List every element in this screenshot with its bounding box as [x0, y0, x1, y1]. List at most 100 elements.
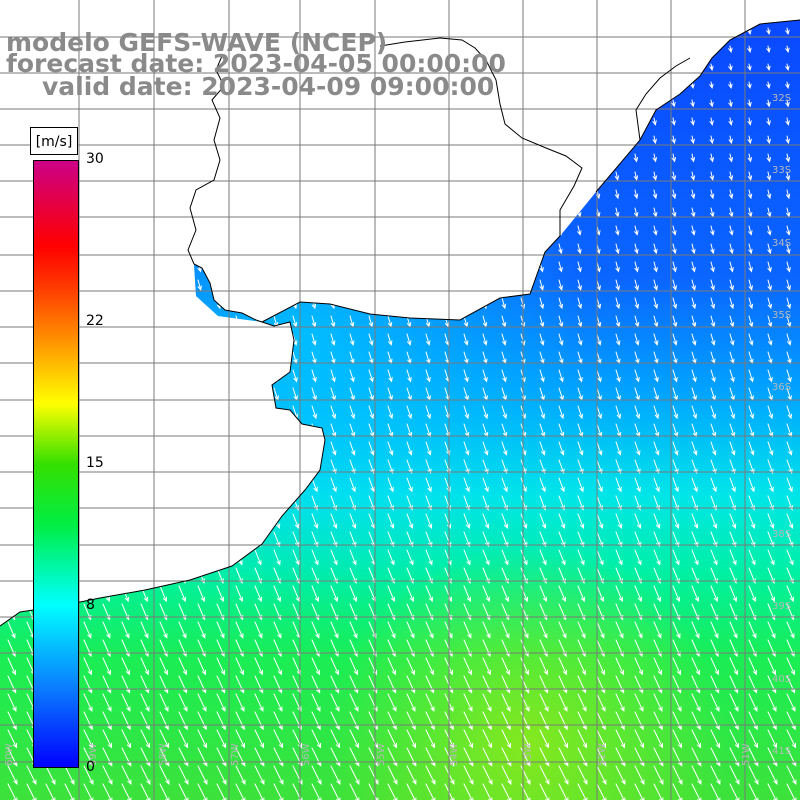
- wind-arrow: [596, 765, 607, 785]
- wind-arrow: [634, 207, 639, 218]
- wind-arrow: [216, 765, 227, 785]
- wind-arrow: [691, 243, 696, 255]
- colorbar-unit: [m/s]: [30, 127, 78, 155]
- wind-arrow: [45, 783, 56, 800]
- longitude-label: 59W: [88, 743, 99, 766]
- wind-arrow: [83, 765, 94, 785]
- wind-arrow: [368, 441, 375, 456]
- wind-arrow: [83, 675, 93, 694]
- wind-arrow: [197, 783, 208, 800]
- wind-arrow: [690, 99, 695, 108]
- wind-arrow: [558, 783, 569, 800]
- wind-arrow: [615, 243, 620, 255]
- wind-arrow: [710, 585, 718, 603]
- wind-arrow: [634, 333, 640, 346]
- wind-arrow: [178, 747, 189, 767]
- wind-arrow: [634, 729, 644, 749]
- wind-arrow: [577, 297, 582, 310]
- wind-arrow: [349, 747, 360, 767]
- wind-arrow: [729, 459, 736, 475]
- wind-arrow: [786, 441, 793, 456]
- wind-arrow: [577, 675, 587, 694]
- wind-arrow: [691, 783, 702, 800]
- wind-arrow: [178, 693, 188, 712]
- wind-arrow: [121, 675, 131, 694]
- wind-arrow: [709, 99, 714, 108]
- wind-arrow: [425, 657, 434, 676]
- wind-arrow: [216, 621, 225, 639]
- wind-arrow: [652, 135, 657, 145]
- wind-arrow: [311, 333, 317, 346]
- wind-arrow: [520, 693, 530, 712]
- wind-arrow: [425, 333, 431, 346]
- wind-arrow: [728, 81, 733, 90]
- wind-arrow: [672, 279, 677, 291]
- wind-arrow: [748, 621, 757, 639]
- wind-arrow: [387, 711, 397, 731]
- wind-arrow: [672, 369, 678, 383]
- wind-arrow: [159, 729, 169, 749]
- wind-arrow: [615, 585, 623, 603]
- wind-arrow: [292, 585, 300, 603]
- wind-arrow: [577, 513, 585, 529]
- wind-arrow: [311, 783, 322, 800]
- wind-arrow: [387, 765, 398, 785]
- wind-arrow: [7, 657, 16, 676]
- wind-arrow: [330, 729, 340, 749]
- wind-arrow: [539, 675, 549, 694]
- wind-arrow: [767, 675, 777, 694]
- wind-arrow: [349, 315, 355, 328]
- wind-arrow: [748, 729, 758, 749]
- wind-arrow: [766, 27, 771, 36]
- wind-arrow: [102, 675, 112, 694]
- wind-arrow: [728, 45, 733, 54]
- latitude-label: 40S: [772, 674, 791, 685]
- wind-arrow: [634, 279, 639, 291]
- wind-arrow: [710, 729, 720, 749]
- wind-arrow: [444, 621, 453, 639]
- wind-arrow: [501, 441, 508, 456]
- wind-arrow: [729, 261, 734, 273]
- forecast-date: forecast date: 2023-04-05 00:00:00: [6, 49, 506, 78]
- wind-arrow: [672, 261, 677, 273]
- wind-arrow: [349, 675, 359, 694]
- wind-arrow: [634, 243, 639, 255]
- wind-arrow: [672, 693, 682, 712]
- wind-arrow: [368, 405, 374, 420]
- wind-arrow: [767, 369, 773, 383]
- wind-arrow: [786, 783, 797, 800]
- wind-arrow: [501, 315, 507, 328]
- wind-arrow: [235, 585, 243, 603]
- wind-arrow: [273, 531, 281, 548]
- wind-arrow: [121, 765, 132, 785]
- longitude-label: 52W: [597, 743, 608, 766]
- wind-arrow: [482, 333, 488, 346]
- wind-arrow: [634, 765, 645, 785]
- wind-arrow: [615, 459, 622, 475]
- wind-arrow: [387, 729, 397, 749]
- wind-arrow: [387, 441, 394, 456]
- wind-arrow: [482, 315, 488, 328]
- wind-arrow: [748, 279, 753, 291]
- wind-arrow: [728, 153, 733, 163]
- wind-arrow: [159, 675, 169, 694]
- wind-arrow: [387, 657, 396, 676]
- wind-arrow: [653, 765, 664, 785]
- wind-arrow: [26, 765, 37, 785]
- wind-arrow: [728, 63, 733, 72]
- wind-arrow: [501, 477, 508, 493]
- wind-arrow: [729, 477, 736, 493]
- wind-arrow: [463, 459, 470, 475]
- coastline: [0, 19, 800, 627]
- wind-arrow: [729, 333, 735, 346]
- wind-arrow: [387, 783, 398, 800]
- wind-arrow: [747, 171, 753, 181]
- wind-arrow: [786, 621, 795, 639]
- wind-arrow: [216, 711, 226, 731]
- longitude-label: 54W: [449, 743, 460, 766]
- wind-arrow: [159, 657, 168, 676]
- wind-arrow: [653, 261, 658, 273]
- wind-arrow: [235, 657, 244, 676]
- wind-arrow: [729, 531, 737, 548]
